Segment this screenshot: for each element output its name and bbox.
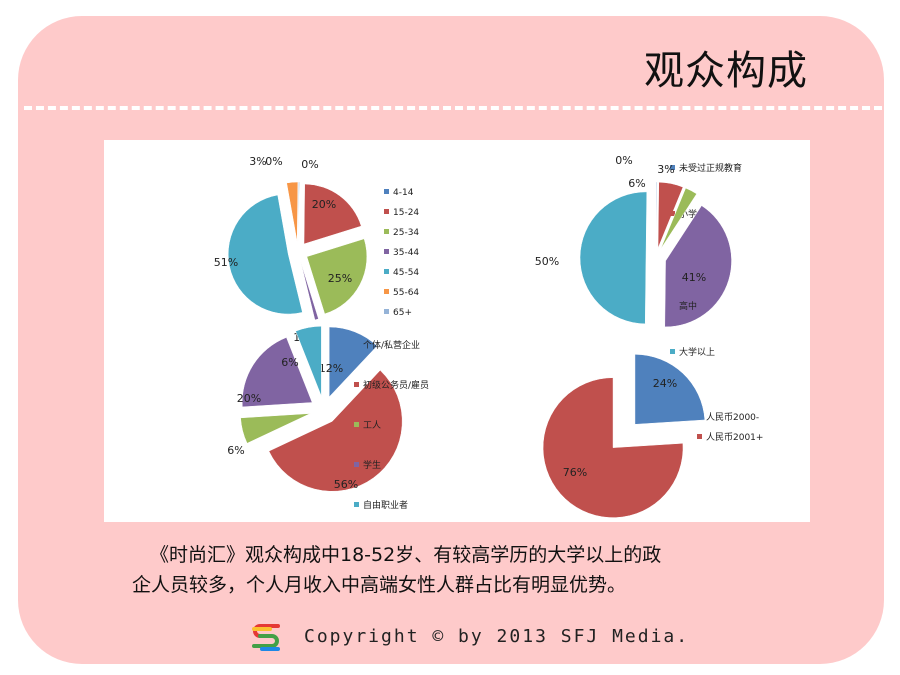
pie3-legend-swatch-3 (354, 422, 359, 427)
pie3-label-1: 12% (319, 362, 343, 375)
pie1-legend-swatch-5 (384, 269, 389, 274)
pie1-label-2: 20% (312, 198, 336, 211)
dashed-divider (24, 106, 882, 110)
caption-line-2: 企人员较多，个人月收入中高端女性人群占比有明显优势。 (132, 574, 627, 596)
pie1-slice-6 (286, 181, 299, 243)
pie4-legend-1: 人民币2000- (706, 412, 759, 423)
pie1-legend-6: 55-64 (393, 288, 419, 298)
pie2-legend-swatch-2 (670, 211, 675, 216)
pie2-slice-3 (660, 187, 698, 250)
pie1-label-1: 0% (265, 155, 282, 168)
pie1-slice-7 (297, 181, 300, 243)
caption: 《时尚汇》观众构成中18-52岁、有较高学历的大学以上的政 企人员较多，个人月收… (132, 540, 792, 600)
pie2-legend-swatch-4 (670, 303, 675, 308)
pie3-legend-swatch-4 (354, 462, 359, 467)
pie3-legend-5: 自由职业者 (363, 499, 408, 511)
pie1-slice-5 (227, 194, 303, 315)
pie3-slice-5 (295, 325, 322, 397)
pie4-label-2: 76% (563, 466, 587, 479)
pie1-legend-2: 15-24 (393, 208, 419, 218)
pie3-label-4: 20% (237, 392, 261, 405)
pie1-label-6: 3% (249, 155, 266, 168)
pie2-label-3: 3% (657, 163, 674, 176)
page-title: 观众构成 (644, 48, 808, 94)
pie4-legend-swatch-1 (697, 414, 702, 419)
pie2-label-4: 41% (682, 271, 706, 284)
pie2-label-5: 50% (535, 255, 559, 268)
pie1-label-3: 25% (328, 272, 352, 285)
pie2-legend-swatch-5 (670, 349, 675, 354)
pie1-legend-swatch-1 (384, 189, 389, 194)
pie3-legend-swatch-1 (354, 342, 359, 347)
pie3-legend-swatch-2 (354, 382, 359, 387)
pie1-legend-swatch-7 (384, 309, 389, 314)
pie1-legend-3: 25-34 (393, 228, 419, 238)
pie1-slice-4 (300, 261, 319, 321)
pie1-legend-7: 65+ (393, 308, 412, 318)
pie1-label-5: 51% (214, 256, 238, 269)
caption-line-1: 《时尚汇》观众构成中18-52岁、有较高学历的大学以上的政 (150, 544, 662, 566)
pie3-label-2: 56% (334, 478, 358, 491)
pie2-label-1: 0% (615, 154, 632, 167)
pie3-slice-2 (268, 369, 403, 492)
pie1-legend-4: 35-44 (393, 248, 419, 258)
pie1-legend-swatch-6 (384, 289, 389, 294)
pie1-slice-2 (303, 183, 362, 245)
pie3-legend-3: 工人 (363, 420, 381, 431)
pie3-legend-swatch-5 (354, 502, 359, 507)
pie2-label-2: 6% (628, 177, 645, 190)
pie4-legend-2: 人民币2001+ (706, 432, 763, 443)
pie4-slice-2 (542, 377, 684, 518)
pie4-slice-1 (634, 354, 706, 425)
pie2-slice-4 (664, 205, 732, 328)
pie3-slice-4 (241, 337, 313, 408)
pie4-legend-swatch-2 (697, 434, 702, 439)
footer: Copyright © by 2013 SFJ Media. (248, 618, 689, 654)
pie-charts: 0%4-1420%15-2425%25-341%35-4451%45-543%5… (214, 154, 763, 518)
pie1-legend-5: 45-54 (393, 268, 419, 278)
pie1-label-7: 0% (301, 158, 318, 171)
pie2-legend-5: 大学以上 (679, 346, 715, 358)
copyright-text: Copyright © by 2013 SFJ Media. (304, 625, 690, 647)
chart-panel: 0%4-1420%15-2425%25-341%35-4451%45-543%5… (104, 140, 810, 522)
pie1-slice-3 (306, 238, 368, 315)
pie3-slice-3 (240, 413, 311, 444)
pie1-legend-swatch-4 (384, 249, 389, 254)
pie1-legend-swatch-2 (384, 209, 389, 214)
sfj-logo-icon (252, 624, 280, 651)
pie2-legend-swatch-1 (670, 165, 675, 170)
pie2-slice-1 (655, 181, 658, 249)
pie3-legend-1: 个体/私营企业 (363, 339, 420, 351)
pie2-legend-4: 高中 (679, 300, 697, 312)
pie3-label-3: 6% (227, 444, 244, 457)
pie4-label-1: 24% (653, 377, 677, 390)
pie2-legend-1: 未受过正规教育 (679, 162, 742, 174)
pie3-legend-2: 初级公务员/雇员 (363, 379, 429, 391)
pie1-legend-1: 4-14 (393, 188, 414, 198)
pie3-slice-1 (328, 326, 378, 398)
pie3-label-5: 6% (281, 356, 298, 369)
pie1-legend-swatch-3 (384, 229, 389, 234)
pie2-slice-5 (579, 191, 648, 325)
pie3-legend-4: 学生 (363, 459, 381, 471)
